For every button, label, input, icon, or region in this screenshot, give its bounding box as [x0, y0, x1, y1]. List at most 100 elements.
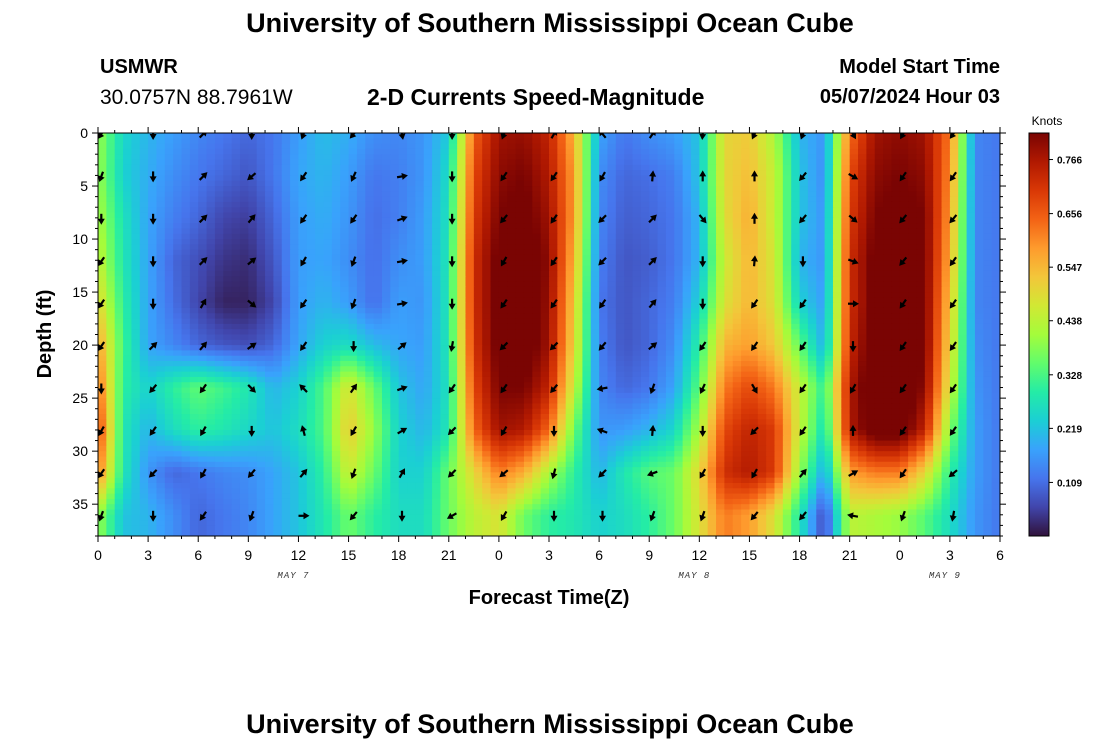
heatmap-cell	[448, 313, 458, 320]
heatmap-cell	[699, 148, 709, 155]
heatmap-cell	[423, 143, 433, 150]
heatmap-cell	[983, 217, 993, 224]
heatmap-cell	[473, 175, 483, 182]
heatmap-cell	[248, 366, 258, 373]
heatmap-cell	[832, 196, 842, 203]
heatmap-cell	[123, 318, 133, 325]
heatmap-cell	[181, 180, 191, 187]
heatmap-cell	[799, 323, 809, 330]
heatmap-cell	[440, 281, 450, 288]
heatmap-cell	[849, 143, 859, 150]
heatmap-cell	[582, 297, 592, 304]
heatmap-cell	[356, 196, 366, 203]
heatmap-cell	[741, 254, 751, 261]
heatmap-cell	[958, 217, 968, 224]
heatmap-cell	[206, 334, 216, 341]
heatmap-cell	[214, 186, 224, 192]
heatmap-cell	[724, 233, 734, 240]
heatmap-cell	[440, 286, 450, 293]
heatmap-cell	[156, 143, 166, 150]
heatmap-cell	[799, 329, 809, 336]
heatmap-cell	[640, 281, 650, 288]
heatmap-cell	[532, 286, 542, 293]
heatmap-cell	[941, 239, 951, 245]
heatmap-cell	[741, 350, 751, 357]
heatmap-cell	[540, 217, 550, 224]
heatmap-cell	[432, 170, 442, 177]
heatmap-cell	[273, 154, 283, 161]
heatmap-cell	[315, 355, 325, 362]
heatmap-cell	[966, 143, 976, 150]
heatmap-cell	[674, 212, 684, 219]
heatmap-cell	[423, 233, 433, 240]
heatmap-cell	[941, 196, 951, 203]
heatmap-cell	[599, 249, 609, 256]
heatmap-cell	[640, 148, 650, 155]
heatmap-cell	[398, 339, 408, 346]
heatmap-cell	[315, 201, 325, 208]
heatmap-cell	[490, 323, 500, 330]
heatmap-cell	[699, 244, 709, 251]
heatmap-cell	[674, 334, 684, 341]
heatmap-cell	[365, 361, 375, 367]
heatmap-cell	[281, 276, 291, 283]
heatmap-cell	[908, 191, 918, 198]
heatmap-cell	[832, 318, 842, 325]
heatmap-cell	[557, 148, 567, 155]
heatmap-cell	[958, 254, 968, 261]
heatmap-cell	[933, 286, 943, 293]
heatmap-cell	[231, 376, 241, 383]
heatmap-cell	[883, 361, 893, 367]
heatmap-cell	[490, 233, 500, 240]
heatmap-cell	[615, 281, 625, 288]
heatmap-cell	[365, 323, 375, 330]
heatmap-cell	[866, 217, 876, 224]
heatmap-cell	[941, 143, 951, 150]
heatmap-cell	[574, 270, 584, 277]
heatmap-cell	[699, 212, 709, 219]
heatmap-cell	[523, 186, 533, 192]
heatmap-cell	[924, 217, 934, 224]
heatmap-cell	[883, 244, 893, 251]
heatmap-cell	[148, 286, 158, 293]
heatmap-cell	[290, 148, 300, 155]
heatmap-cell	[632, 228, 642, 235]
heatmap-cell	[390, 366, 400, 373]
heatmap-cell	[206, 260, 216, 267]
heatmap-cell	[407, 292, 416, 298]
heatmap-cell	[916, 286, 926, 293]
heatmap-cell	[507, 265, 517, 272]
heatmap-cell	[407, 361, 416, 367]
heatmap-cell	[381, 239, 391, 245]
heatmap-cell	[682, 355, 692, 362]
heatmap-cell	[724, 292, 734, 298]
heatmap-cell	[599, 371, 609, 378]
heatmap-cell	[707, 281, 717, 288]
heatmap-cell	[515, 260, 525, 267]
heatmap-cell	[607, 307, 617, 314]
heatmap-cell	[248, 207, 258, 214]
heatmap-cell	[490, 217, 500, 224]
heatmap-cell	[248, 371, 258, 378]
heatmap-cell	[131, 154, 141, 161]
heatmap-cell	[365, 292, 375, 298]
heatmap-cell	[649, 180, 659, 187]
heatmap-cell	[465, 334, 475, 341]
heatmap-cell	[432, 133, 442, 139]
heatmap-cell	[649, 138, 659, 145]
heatmap-cell	[231, 148, 241, 155]
heatmap-cell	[799, 143, 809, 150]
heatmap-cell	[214, 361, 224, 367]
heatmap-cell	[866, 366, 876, 373]
heatmap-cell	[223, 170, 233, 177]
heatmap-cell	[131, 302, 141, 309]
heatmap-cell	[373, 355, 383, 362]
heatmap-cell	[682, 223, 692, 230]
heatmap-cell	[741, 265, 751, 272]
heatmap-cell	[214, 318, 224, 325]
heatmap-cell	[131, 196, 141, 203]
heatmap-cell	[933, 233, 943, 240]
heatmap-cell	[682, 133, 692, 139]
heatmap-cell	[549, 276, 558, 283]
heatmap-cell	[674, 329, 684, 336]
